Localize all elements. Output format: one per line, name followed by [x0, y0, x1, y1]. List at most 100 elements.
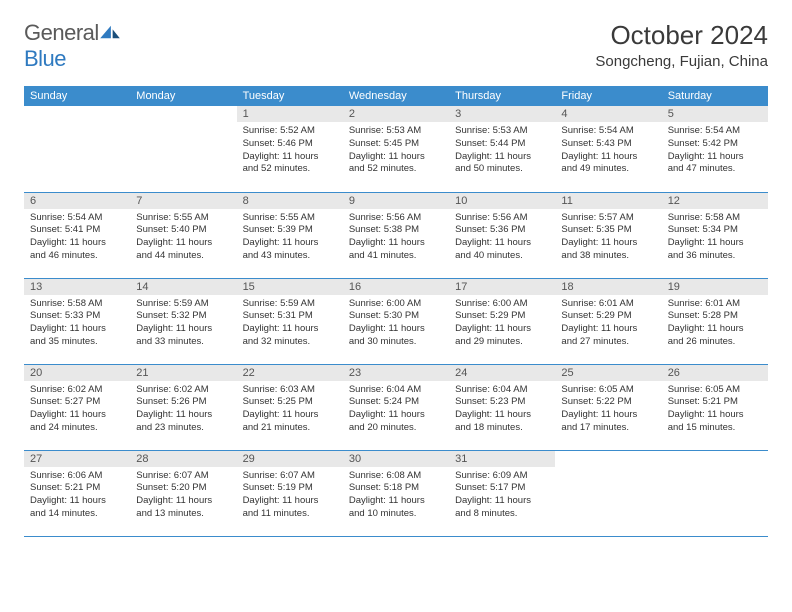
daylight: Daylight: 11 hours and 50 minutes. [455, 151, 549, 177]
day-header: Monday [130, 86, 236, 106]
day-content: Sunrise: 5:59 AMSunset: 5:32 PMDaylight:… [130, 295, 236, 353]
calendar-day: 25Sunrise: 6:05 AMSunset: 5:22 PMDayligh… [555, 364, 661, 450]
calendar-day: 11Sunrise: 5:57 AMSunset: 5:35 PMDayligh… [555, 192, 661, 278]
sunrise: Sunrise: 5:57 AM [561, 212, 655, 225]
calendar-day: 10Sunrise: 5:56 AMSunset: 5:36 PMDayligh… [449, 192, 555, 278]
sunset-value: 5:46 PM [277, 138, 312, 149]
sunset-label: Sunset: [561, 224, 596, 235]
sunrise-value: 6:06 AM [68, 470, 103, 481]
sunset-label: Sunset: [668, 396, 703, 407]
calendar-week: 1Sunrise: 5:52 AMSunset: 5:46 PMDaylight… [24, 106, 768, 192]
sunrise: Sunrise: 5:54 AM [561, 125, 655, 138]
sunset-value: 5:40 PM [171, 224, 206, 235]
daylight: Daylight: 11 hours and 21 minutes. [243, 409, 337, 435]
sunset: Sunset: 5:26 PM [136, 396, 230, 409]
sunset-label: Sunset: [349, 138, 384, 149]
sunset-value: 5:28 PM [703, 310, 738, 321]
sunrise: Sunrise: 6:00 AM [455, 298, 549, 311]
sunset-value: 5:23 PM [490, 396, 525, 407]
sunrise: Sunrise: 5:52 AM [243, 125, 337, 138]
calendar-day: 13Sunrise: 5:58 AMSunset: 5:33 PMDayligh… [24, 278, 130, 364]
day-number: 3 [449, 106, 555, 122]
sunrise-value: 6:04 AM [493, 384, 528, 395]
daylight: Daylight: 11 hours and 33 minutes. [136, 323, 230, 349]
sunset-label: Sunset: [455, 138, 490, 149]
daylight-label: Daylight: [561, 151, 601, 162]
sunset-value: 5:33 PM [65, 310, 100, 321]
calendar-day: 31Sunrise: 6:09 AMSunset: 5:17 PMDayligh… [449, 450, 555, 536]
day-content: Sunrise: 5:53 AMSunset: 5:44 PMDaylight:… [449, 122, 555, 180]
sunset: Sunset: 5:30 PM [349, 310, 443, 323]
day-content: Sunrise: 5:54 AMSunset: 5:42 PMDaylight:… [662, 122, 768, 180]
calendar-day: 15Sunrise: 5:59 AMSunset: 5:31 PMDayligh… [237, 278, 343, 364]
sunrise-label: Sunrise: [243, 125, 281, 136]
sunset: Sunset: 5:41 PM [30, 224, 124, 237]
day-number: 14 [130, 279, 236, 295]
daylight-label: Daylight: [455, 237, 495, 248]
sunrise-label: Sunrise: [455, 125, 493, 136]
sunset: Sunset: 5:31 PM [243, 310, 337, 323]
sunrise: Sunrise: 6:04 AM [455, 384, 549, 397]
sunset-label: Sunset: [30, 396, 65, 407]
daylight: Daylight: 11 hours and 49 minutes. [561, 151, 655, 177]
sunrise-label: Sunrise: [561, 384, 599, 395]
sunrise: Sunrise: 5:53 AM [349, 125, 443, 138]
sunset-value: 5:35 PM [596, 224, 631, 235]
day-content: Sunrise: 6:02 AMSunset: 5:27 PMDaylight:… [24, 381, 130, 439]
daylight-label: Daylight: [668, 409, 708, 420]
sunrise: Sunrise: 5:53 AM [455, 125, 549, 138]
day-number: 8 [237, 193, 343, 209]
daylight-label: Daylight: [30, 409, 70, 420]
sunset: Sunset: 5:39 PM [243, 224, 337, 237]
day-content: Sunrise: 6:09 AMSunset: 5:17 PMDaylight:… [449, 467, 555, 525]
sunrise-label: Sunrise: [561, 125, 599, 136]
sunset-value: 5:26 PM [171, 396, 206, 407]
day-number: 21 [130, 365, 236, 381]
sunset: Sunset: 5:34 PM [668, 224, 762, 237]
sunrise-label: Sunrise: [349, 125, 387, 136]
day-number: 16 [343, 279, 449, 295]
sunrise: Sunrise: 6:07 AM [136, 470, 230, 483]
day-number: 22 [237, 365, 343, 381]
sunrise-value: 6:03 AM [280, 384, 315, 395]
calendar-day: 6Sunrise: 5:54 AMSunset: 5:41 PMDaylight… [24, 192, 130, 278]
sunrise-value: 6:07 AM [174, 470, 209, 481]
daylight: Daylight: 11 hours and 41 minutes. [349, 237, 443, 263]
sunrise-value: 6:05 AM [599, 384, 634, 395]
day-number: 4 [555, 106, 661, 122]
sunset-value: 5:45 PM [384, 138, 419, 149]
sunrise-label: Sunrise: [349, 384, 387, 395]
sunrise: Sunrise: 5:59 AM [136, 298, 230, 311]
sunset-label: Sunset: [455, 310, 490, 321]
sunrise: Sunrise: 5:56 AM [455, 212, 549, 225]
daylight-label: Daylight: [30, 495, 70, 506]
sunrise-label: Sunrise: [243, 470, 281, 481]
sunset-value: 5:43 PM [596, 138, 631, 149]
daylight-label: Daylight: [455, 495, 495, 506]
day-number: 11 [555, 193, 661, 209]
sunset-value: 5:27 PM [65, 396, 100, 407]
sunrise: Sunrise: 6:03 AM [243, 384, 337, 397]
daylight-label: Daylight: [455, 151, 495, 162]
sunset: Sunset: 5:18 PM [349, 482, 443, 495]
daylight-label: Daylight: [136, 237, 176, 248]
day-content: Sunrise: 6:02 AMSunset: 5:26 PMDaylight:… [130, 381, 236, 439]
sunrise-label: Sunrise: [668, 384, 706, 395]
day-number: 6 [24, 193, 130, 209]
calendar-day: 23Sunrise: 6:04 AMSunset: 5:24 PMDayligh… [343, 364, 449, 450]
sunset: Sunset: 5:23 PM [455, 396, 549, 409]
daylight: Daylight: 11 hours and 20 minutes. [349, 409, 443, 435]
sunset-value: 5:19 PM [277, 482, 312, 493]
day-header: Sunday [24, 86, 130, 106]
calendar-day: 2Sunrise: 5:53 AMSunset: 5:45 PMDaylight… [343, 106, 449, 192]
day-content: Sunrise: 6:00 AMSunset: 5:29 PMDaylight:… [449, 295, 555, 353]
sunset: Sunset: 5:19 PM [243, 482, 337, 495]
sunrise: Sunrise: 5:58 AM [30, 298, 124, 311]
day-content: Sunrise: 5:58 AMSunset: 5:34 PMDaylight:… [662, 209, 768, 267]
day-number: 13 [24, 279, 130, 295]
sunset-value: 5:30 PM [384, 310, 419, 321]
day-header: Friday [555, 86, 661, 106]
sunrise: Sunrise: 6:05 AM [668, 384, 762, 397]
sunset: Sunset: 5:42 PM [668, 138, 762, 151]
sunset-label: Sunset: [30, 224, 65, 235]
